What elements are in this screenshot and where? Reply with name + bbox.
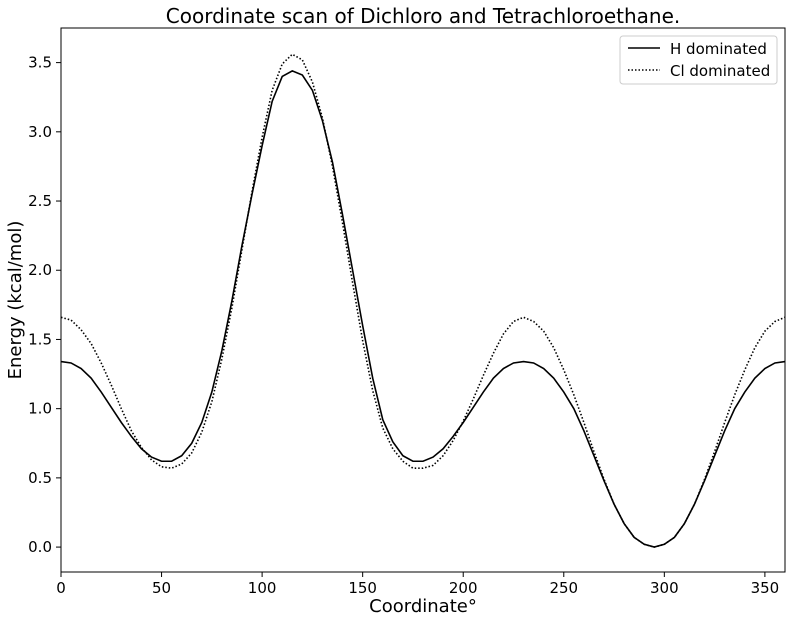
series-line-cl-dominated	[61, 53, 785, 548]
y-axis-label: Energy (kcal/mol)	[5, 221, 26, 380]
x-tick-label: 200	[449, 579, 478, 597]
x-tick-label: 300	[650, 579, 679, 597]
x-axis-ticks: 0 50 100 150 200 250 300 350	[56, 572, 779, 597]
series-line-h-dominated	[61, 70, 785, 548]
y-tick-label: 0.5	[28, 469, 52, 487]
x-axis-label: Coordinate°	[369, 596, 477, 617]
x-tick-label: 100	[248, 579, 277, 597]
y-tick-label: 3.5	[28, 54, 52, 72]
y-tick-label: 2.0	[28, 261, 52, 279]
y-tick-label: 3.0	[28, 123, 52, 141]
x-tick-label: 150	[348, 579, 377, 597]
plot-area	[60, 27, 786, 573]
legend-label-cl-dominated: Cl dominated	[670, 62, 770, 80]
chart-title: Coordinate scan of Dichloro and Tetrachl…	[166, 4, 680, 28]
y-tick-label: 1.0	[28, 400, 52, 418]
y-tick-label: 2.5	[28, 192, 52, 210]
x-tick-label: 250	[549, 579, 578, 597]
y-tick-label: 1.5	[28, 330, 52, 348]
legend: H dominated Cl dominated	[619, 35, 778, 85]
x-tick-label: 50	[152, 579, 171, 597]
x-tick-label: 0	[56, 579, 66, 597]
y-axis-ticks: 0.0 0.5 1.0 1.5 2.0 2.5 3.0 3.5	[28, 54, 61, 556]
plot-frame	[60, 27, 786, 573]
legend-label-h-dominated: H dominated	[670, 40, 767, 58]
x-tick-label: 350	[751, 579, 780, 597]
y-tick-label: 0.0	[28, 538, 52, 556]
